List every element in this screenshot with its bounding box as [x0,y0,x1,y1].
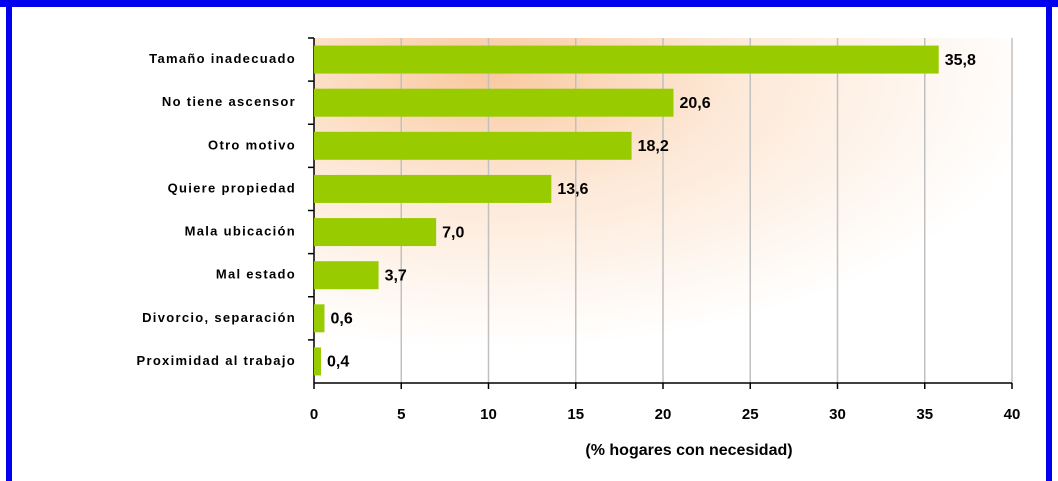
frame-top [0,0,1058,7]
bar [314,45,939,74]
y-tick-label: Mala ubicación [185,224,296,239]
value-label: 3,7 [385,267,407,284]
bar [314,304,325,333]
bar [314,174,552,203]
bar [314,347,321,376]
value-label: 18,2 [638,138,669,155]
x-tick-label: 30 [829,406,846,423]
y-tick-label: Otro motivo [208,137,296,152]
value-label: 0,4 [327,354,349,371]
y-tick-label: Mal estado [216,267,296,282]
value-label: 0,6 [330,311,352,328]
x-tick-label: 0 [310,406,318,423]
x-tick-label: 5 [397,406,405,423]
y-tick-label: Divorcio, separación [142,310,296,325]
y-tick-label: No tiene ascensor [162,94,296,109]
bar [314,261,379,290]
y-tick-label: Tamaño inadecuado [149,51,296,66]
frame-right [1046,0,1052,481]
value-label: 13,6 [557,181,588,198]
bar [314,131,632,160]
x-tick-label: 25 [742,406,759,423]
value-label: 35,8 [945,52,976,69]
x-axis-label: (% hogares con necesidad) [585,442,792,459]
value-label: 7,0 [442,224,464,241]
x-tick-label: 15 [567,406,584,423]
frame-left [6,0,12,481]
y-tick-label: Quiere propiedad [168,180,296,195]
bar [314,218,437,247]
x-tick-label: 40 [1004,406,1021,423]
value-label: 20,6 [679,95,710,112]
bar [314,88,674,117]
y-tick-label: Proximidad al trabajo [136,353,296,368]
x-tick-label: 35 [916,406,933,423]
x-tick-label: 20 [655,406,672,423]
x-tick-label: 10 [480,406,497,423]
